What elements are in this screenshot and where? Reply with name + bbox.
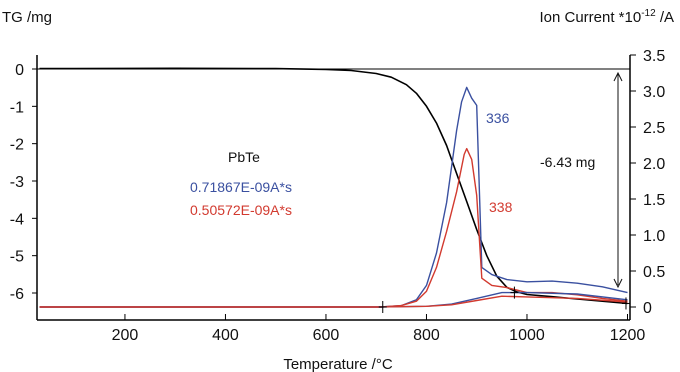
right-tick-label: 3.0 <box>643 84 665 101</box>
red-area-label: 0.50572E-09A*s <box>190 202 292 218</box>
series-line-2 <box>39 147 628 308</box>
blue-peak-label: 336 <box>486 110 510 126</box>
series-line-4 <box>39 295 628 308</box>
left-axis-title: TG /mg <box>2 9 52 26</box>
right-axis-title: Ion Current *10-12 /A <box>539 8 674 26</box>
sample-label: PbTe <box>228 149 260 165</box>
x-tick-label: 1000 <box>509 327 545 344</box>
left-tick-label: -6 <box>10 286 24 303</box>
series-line-3 <box>39 291 628 308</box>
right-axis-title-unit: /A <box>656 9 674 26</box>
right-tick-label: 2.5 <box>643 120 665 137</box>
right-tick-label: 1.5 <box>643 192 665 209</box>
right-tick-label: 0.5 <box>643 264 665 281</box>
tick-layer: 200 400 600 800 1000 1200 0 -1 -2 -3 -4 -5 -6 0 0.5 1.0… <box>10 48 666 344</box>
x-tick-label: 600 <box>313 327 340 344</box>
left-tick-label: -5 <box>10 249 24 266</box>
right-axis-title-exp: -12 <box>641 8 656 19</box>
series-line-1 <box>39 86 628 308</box>
left-tick-label: -1 <box>10 99 24 116</box>
blue-area-label: 0.71867E-09A*s <box>190 179 292 195</box>
right-tick-label: 1.0 <box>643 228 665 245</box>
left-tick-label: -2 <box>10 137 24 154</box>
x-axis-title: Temperature /°C <box>283 356 393 372</box>
red-peak-label: 338 <box>489 199 513 215</box>
left-tick-label: -4 <box>10 211 24 228</box>
mass-loss-arrowhead-bottom <box>613 278 623 289</box>
right-tick-label: 3.5 <box>643 48 665 65</box>
series-line-0 <box>39 67 628 305</box>
left-tick-label: -3 <box>10 174 24 191</box>
x-tick-label: 800 <box>413 327 440 344</box>
x-tick-label: 400 <box>212 327 239 344</box>
left-tick-label: 0 <box>15 62 24 79</box>
mass-loss-label: -6.43 mg <box>540 154 595 170</box>
series-layer <box>37 67 630 313</box>
right-tick-label: 2.0 <box>643 156 665 173</box>
right-tick-label: 0 <box>643 300 652 317</box>
x-tick-label: 200 <box>112 327 139 344</box>
x-tick-label: 1200 <box>610 327 646 344</box>
mass-loss-arrowhead-top <box>613 71 623 82</box>
right-axis-title-main: Ion Current *10 <box>539 9 641 26</box>
